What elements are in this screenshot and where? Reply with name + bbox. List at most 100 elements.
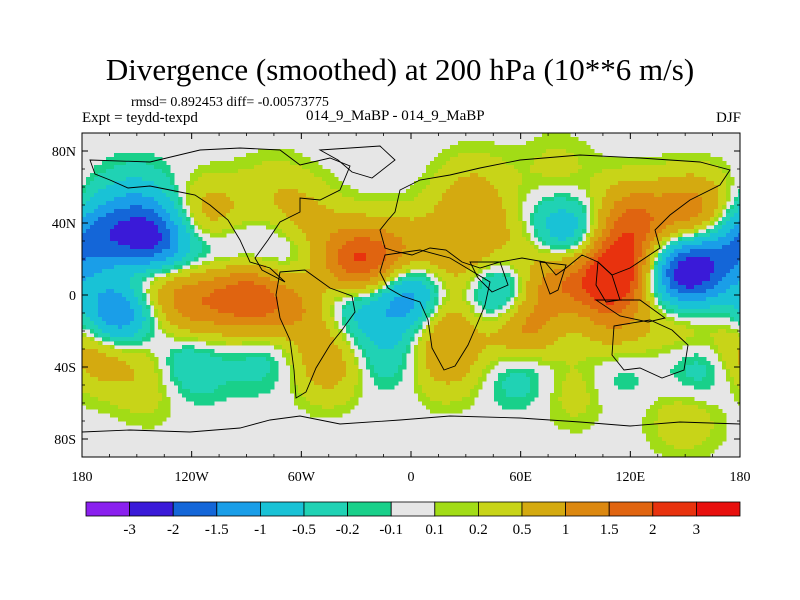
field-cell (730, 213, 735, 218)
field-cell (654, 241, 659, 246)
field-cell (282, 157, 287, 162)
field-cell (542, 145, 547, 150)
field-cell (522, 269, 527, 274)
field-cell (98, 225, 103, 230)
field-cell (710, 229, 715, 234)
field-cell (586, 237, 591, 242)
field-cell (538, 217, 543, 222)
field-cell (110, 225, 115, 230)
field-cell (506, 281, 511, 286)
field-cell (350, 233, 355, 238)
field-cell (582, 141, 587, 146)
field-cell (202, 253, 207, 258)
field-cell (430, 173, 435, 178)
field-cell (558, 225, 563, 230)
field-cell (346, 257, 351, 262)
field-cell (242, 253, 247, 258)
field-cell (318, 261, 323, 266)
field-cell (562, 221, 567, 226)
field-cell (222, 217, 227, 222)
field-cell (606, 181, 611, 186)
field-cell (490, 193, 495, 198)
field-cell (194, 265, 199, 270)
field-cell (358, 229, 363, 234)
field-cell (282, 217, 287, 222)
field-cell (462, 257, 467, 262)
field-cell (258, 221, 263, 226)
field-cell (650, 205, 655, 210)
field-cell (738, 213, 740, 218)
field-cell (238, 285, 243, 290)
field-cell (298, 177, 303, 182)
field-cell (514, 241, 519, 246)
field-cell (514, 261, 519, 266)
field-cell (526, 149, 531, 154)
field-cell (498, 177, 503, 182)
field-cell (450, 161, 455, 166)
field-cell (446, 281, 451, 286)
field-cell (550, 233, 555, 238)
field-cell (538, 273, 543, 278)
field-cell (710, 221, 715, 226)
field-cell (126, 217, 131, 222)
field-cell (710, 245, 715, 250)
field-cell (162, 161, 167, 166)
field-cell (622, 265, 627, 270)
field-cell (498, 277, 503, 282)
field-cell (682, 277, 687, 282)
field-cell (606, 213, 611, 218)
field-cell (538, 277, 543, 282)
field-cell (286, 217, 291, 222)
field-cell (598, 281, 603, 286)
field-cell (618, 277, 623, 282)
field-cell (462, 233, 467, 238)
field-cell (454, 145, 459, 150)
field-cell (622, 257, 627, 262)
field-cell (466, 145, 471, 150)
field-cell (150, 173, 155, 178)
field-cell (570, 157, 575, 162)
field-cell (394, 285, 399, 290)
field-cell (142, 181, 147, 186)
field-cell (638, 189, 643, 194)
field-cell (570, 281, 575, 286)
field-cell (118, 201, 123, 206)
field-cell (410, 241, 415, 246)
field-cell (362, 265, 367, 270)
field-cell (102, 269, 107, 274)
field-cell (222, 169, 227, 174)
field-cell (266, 161, 271, 166)
field-cell (290, 197, 295, 202)
field-cell (258, 209, 263, 214)
field-cell (114, 209, 119, 214)
field-cell (350, 273, 355, 278)
field-cell (86, 181, 91, 186)
field-cell (350, 201, 355, 206)
field-cell (578, 229, 583, 234)
field-cell (430, 237, 435, 242)
field-cell (170, 261, 175, 266)
field-cell (666, 265, 671, 270)
field-cell (638, 165, 643, 170)
field-cell (554, 205, 559, 210)
field-cell (574, 177, 579, 182)
field-cell (154, 253, 159, 258)
field-cell (502, 205, 507, 210)
field-cell (226, 265, 231, 270)
field-cell (282, 261, 287, 266)
field-cell (138, 221, 143, 226)
field-cell (294, 173, 299, 178)
field-cell (506, 161, 511, 166)
field-cell (358, 277, 363, 282)
field-cell (146, 197, 151, 202)
field-cell (498, 205, 503, 210)
field-cell (254, 281, 259, 286)
field-cell (498, 257, 503, 262)
field-cell (418, 185, 423, 190)
field-cell (90, 205, 95, 210)
field-cell (366, 273, 371, 278)
field-cell (282, 285, 287, 290)
field-cell (726, 233, 731, 238)
field-cell (330, 209, 335, 214)
field-cell (738, 197, 740, 202)
